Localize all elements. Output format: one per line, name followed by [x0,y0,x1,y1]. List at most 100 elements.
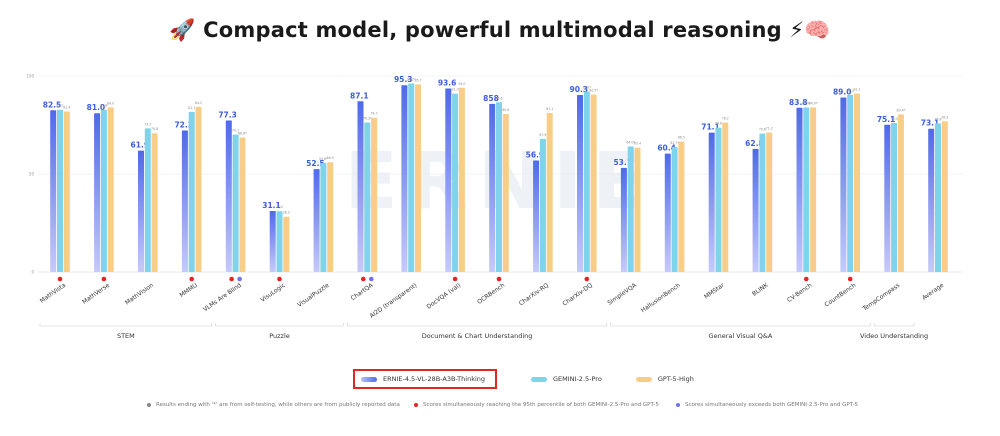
data-label-gemini: 75.8 [934,117,941,121]
bar-gemini [320,163,327,272]
data-label-gpt: 84.2 [195,101,202,105]
bar-ernie [269,211,276,272]
x-tick-label: MMStar [703,282,726,301]
percentile-marker [277,276,282,282]
bar-gpt [283,216,290,272]
bar-gpt [546,113,553,272]
data-label-gpt: 81.9 [63,105,70,109]
bar-gemini [496,102,502,272]
bar-gpt [327,162,334,272]
percentile-marker [847,276,853,282]
data-label-ernie: 61.9 [131,141,150,150]
bar-ernie [489,103,496,272]
footnote-text: Scores simultaneously reaching the 95th … [423,402,659,408]
legend-item-gemini[interactable]: GEMINI-2.5-Pro [531,370,602,388]
data-label-ernie: 82.5 [43,100,62,109]
x-tick-label: ChartQA [350,281,375,302]
data-label-gemini: 70.6 [759,128,766,132]
bar-ernie [884,124,891,272]
bar-gemini [232,134,239,272]
bar-ernie [708,132,715,272]
data-label-gpt: 70.8 [151,127,158,131]
group-label: Video Understanding [860,332,928,340]
bar-ernie [401,85,408,272]
data-label-ernie: 53.1 [613,158,632,167]
bar-gpt [151,133,158,272]
data-label-gpt: 95.7 [414,78,421,82]
legend-item-gpt[interactable]: GPT-5-High [635,370,694,388]
bar-gemini [847,95,854,273]
data-label-gemini: 82.8 [100,104,107,108]
bar-ernie [752,148,759,272]
data-label-ernie: 75.1 [877,115,896,124]
bar-ernie [445,88,452,272]
legend: ERNIE-4.5-VL-28B-A3B-Thinking GEMINI-2.5… [353,369,728,389]
data-label-ernie: 858 [483,94,499,103]
data-label-ernie: 89.0 [833,88,852,97]
x-tick-label: CountBench [823,282,857,309]
exceeds-marker [369,276,374,282]
x-tick-label: HallusionBench [640,282,682,314]
group-label: Document & Chart Understanding [422,332,533,340]
data-label-ernie: 72.2 [174,120,193,129]
x-tick-label: MathVerse [81,282,111,306]
bar-gpt [722,122,729,272]
percentile-marker [452,276,458,282]
bar-gemini [803,107,810,272]
data-label-gemini: 82.7 [56,104,63,108]
legend-label-gemini: GEMINI-2.5-Pro [553,375,602,383]
percentile-marker [361,276,366,282]
legend-item-ernie[interactable]: ERNIE-4.5-VL-28B-A3B-Thinking [353,369,498,389]
bar-gpt [63,111,70,272]
x-tick-label: VLMs Are Blind [202,282,243,314]
data-label-ernie: 77.3 [218,110,237,119]
data-label-gpt: 66.5 [678,136,685,140]
bar-gemini [891,123,898,272]
data-label-gpt: 68.6* [238,132,247,136]
y-tick-label: 100 [26,74,34,79]
bar-gemini [57,109,63,273]
x-tick-label: BLINK [751,281,770,297]
x-tick-label: VisualPuzzle [296,282,330,309]
x-tick-label: CharXiv-RQ [518,282,550,308]
data-label-gemini: 86.6 [495,96,502,100]
percentile-marker [496,276,502,282]
percentile-marker [584,276,590,282]
bar-ernie [94,113,101,273]
exceeds-marker [237,276,242,282]
bar-gemini [100,109,107,272]
group-bracket [873,323,915,327]
bar-gpt [678,141,685,272]
data-label-gemini: 64.0* [626,141,635,145]
bar-gpt [458,87,465,272]
data-label-gpt: 63.4 [634,142,641,146]
bar-gpt [634,147,641,272]
footnote-95th-percentile: Scores simultaneously reaching the 95th … [414,402,659,408]
data-label-gpt: 76.9 [941,115,948,119]
data-label-ernie: 73.1 [921,119,940,128]
x-tick-label: VisuLogic [259,282,286,304]
legend-swatch-gemini [531,376,548,382]
legend-label-ernie: ERNIE-4.5-VL-28B-A3B-Thinking [383,375,486,383]
bar-gpt [590,94,597,273]
red-dot-icon [414,403,418,407]
legend-swatch-gpt [635,376,652,382]
data-label-ernie: 31.1 [262,201,281,210]
bar-gemini [408,83,415,272]
x-tick-label: MMMU [179,282,199,299]
bar-gemini [364,122,371,273]
bar-ernie [357,101,364,272]
bar-gpt [810,107,817,272]
footnote-exceeds-both: Scores simultaneously exceeds both GEMIN… [676,402,858,408]
bar-gemini [627,146,634,272]
bar-ernie [50,110,57,272]
data-label-gpt: 28.2 [283,211,290,215]
percentile-marker [189,276,194,282]
data-label-gpt: 80.6 [502,108,509,112]
chart-title: 🚀 Compact model, powerful multimodal rea… [169,18,831,42]
footnote-text: Results ending with '*' are from self-te… [156,402,400,408]
blue-dot-icon [676,403,680,407]
percentile-marker [804,276,809,282]
bar-gpt [766,132,773,272]
